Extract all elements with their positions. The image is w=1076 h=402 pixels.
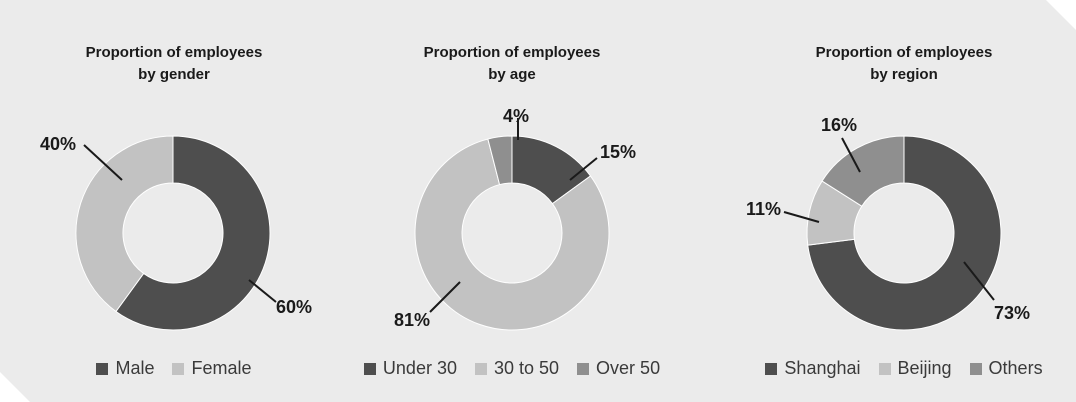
- legend-label-shanghai: Shanghai: [784, 358, 861, 378]
- legend-item-shanghai: Shanghai: [765, 358, 861, 379]
- legend-label-male: Male: [115, 358, 155, 378]
- data-label-shanghai: 73%: [994, 303, 1030, 323]
- legend-item-over-50: Over 50: [577, 358, 660, 379]
- slice-shanghai: [807, 135, 1002, 331]
- legend-item-female: Female: [172, 358, 252, 379]
- data-label-female: 40%: [40, 134, 76, 154]
- legend-item-others: Others: [969, 358, 1043, 379]
- age-chart-panel: Proportion of employees by age 15% 81% 4% …: [352, 0, 672, 402]
- leader-line-female: [83, 144, 123, 181]
- gender-title-line-2: by gender: [138, 66, 210, 83]
- legend-label-over-50: Over 50: [596, 358, 661, 378]
- legend-swatch-beijing: [878, 362, 891, 375]
- legend-label-under-30: Under 30: [382, 358, 457, 378]
- legend-swatch-female: [172, 362, 185, 375]
- legend-item-30-to-50: 30 to 50: [474, 358, 560, 379]
- legend-item-beijing: Beijing: [878, 358, 952, 379]
- region-donut-chart: 73% 11% 16%: [746, 115, 1030, 331]
- gender-chart-panel: Proportion of employees by gender 60% 40%…: [14, 0, 334, 402]
- data-label-beijing: 11%: [746, 199, 781, 219]
- gender-donut-chart: 60% 40%: [40, 134, 312, 331]
- region-chart-title: Proportion of employees by region: [744, 42, 1064, 86]
- gender-title-line-1: Proportion of employees: [85, 44, 263, 61]
- slice-female: [75, 135, 174, 313]
- legend-swatch-30-to-50: [474, 362, 487, 375]
- age-title-line-1: Proportion of employees: [423, 44, 601, 61]
- data-label-over-50: 4%: [503, 106, 529, 126]
- legend-swatch-over-50: [577, 362, 590, 375]
- age-legend: Under 30 30 to 50 Over 50: [352, 358, 672, 379]
- data-label-others: 16%: [821, 115, 857, 135]
- slice-over-50: [487, 135, 513, 186]
- leader-line-beijing: [783, 211, 820, 223]
- leader-line-shanghai: [963, 261, 995, 301]
- legend-swatch-others: [969, 362, 982, 375]
- data-label-30-to-50: 81%: [394, 310, 430, 330]
- slice-others: [821, 135, 905, 207]
- legend-swatch-under-30: [363, 362, 376, 375]
- slice-30-to-50: [414, 138, 610, 331]
- leader-line-under-30: [569, 157, 598, 181]
- data-label-male: 60%: [276, 297, 312, 317]
- legend-item-male: Male: [96, 358, 154, 379]
- leader-line-30-to-50: [429, 281, 461, 313]
- gender-legend: Male Female: [14, 358, 334, 379]
- legend-swatch-shanghai: [765, 362, 778, 375]
- slice-male: [115, 135, 271, 331]
- gender-chart-title: Proportion of employees by gender: [14, 42, 334, 86]
- age-chart-title: Proportion of employees by age: [352, 42, 672, 86]
- region-chart-panel: Proportion of employees by region 73% 11%…: [744, 0, 1064, 402]
- age-title-line-2: by age: [488, 66, 536, 83]
- leader-line-male: [248, 279, 277, 303]
- legend-swatch-male: [96, 362, 109, 375]
- legend-label-female: Female: [191, 358, 252, 378]
- region-title-line-1: Proportion of employees: [815, 44, 993, 61]
- age-donut-chart: 15% 81% 4%: [394, 106, 636, 331]
- legend-label-30-to-50: 30 to 50: [493, 358, 560, 378]
- legend-label-others: Others: [988, 358, 1043, 378]
- legend-label-beijing: Beijing: [897, 358, 952, 378]
- data-label-under-30: 15%: [600, 142, 636, 162]
- legend-item-under-30: Under 30: [363, 358, 457, 379]
- region-title-line-2: by region: [870, 66, 938, 83]
- leader-line-others: [841, 137, 861, 173]
- region-legend: Shanghai Beijing Others: [744, 358, 1064, 379]
